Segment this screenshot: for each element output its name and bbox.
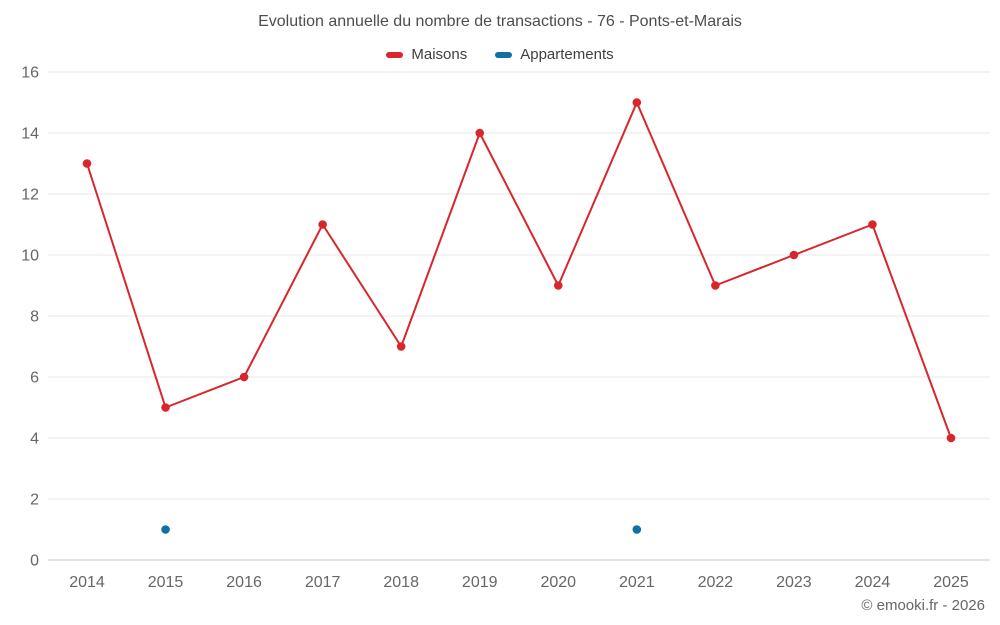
- y-tick-label: 12: [21, 187, 39, 204]
- data-point-appartements[interactable]: [161, 525, 170, 534]
- x-tick-label: 2021: [619, 574, 655, 591]
- legend-item-appartements[interactable]: Appartements: [495, 46, 614, 63]
- data-point-maisons[interactable]: [475, 128, 485, 138]
- x-tick-label: 2020: [540, 574, 576, 591]
- data-point-maisons[interactable]: [711, 281, 720, 290]
- data-point-maisons[interactable]: [632, 98, 642, 107]
- data-point-maisons[interactable]: [396, 342, 406, 351]
- data-point-maisons[interactable]: [946, 433, 956, 443]
- data-point-maisons[interactable]: [789, 250, 799, 260]
- data-point-maisons[interactable]: [553, 281, 563, 290]
- y-tick-label: 2: [30, 492, 39, 509]
- x-tick-label: 2015: [148, 574, 184, 591]
- y-tick-label: 6: [30, 370, 39, 387]
- data-point-maisons[interactable]: [239, 372, 249, 382]
- x-tick-label: 2019: [462, 574, 498, 591]
- x-tick-label: 2017: [305, 574, 341, 591]
- series-line-maisons: [86, 101, 952, 439]
- legend-item-maisons[interactable]: Maisons: [386, 46, 467, 63]
- y-tick-label: 4: [30, 431, 39, 448]
- y-tick-label: 14: [21, 126, 39, 143]
- x-tick-label: 2024: [855, 574, 891, 591]
- chart-title: Evolution annuelle du nombre de transact…: [258, 13, 742, 30]
- y-tick-label: 8: [30, 309, 39, 326]
- x-tick-label: 2018: [383, 574, 419, 591]
- legend-label: Appartements: [520, 46, 614, 63]
- y-tick-label: 10: [21, 248, 39, 265]
- data-point-appartements[interactable]: [632, 525, 642, 534]
- x-tick-label: 2014: [69, 574, 105, 591]
- legend-swatch-appartements: [495, 51, 513, 58]
- x-tick-label: 2022: [698, 574, 734, 591]
- x-tick-label: 2025: [933, 574, 969, 591]
- data-point-maisons[interactable]: [82, 159, 92, 168]
- legend-swatch-maisons: [386, 51, 404, 58]
- x-tick-label: 2016: [226, 574, 262, 591]
- y-tick-label: 16: [21, 65, 39, 82]
- legend-label: Maisons: [411, 46, 468, 63]
- x-tick-label: 2023: [776, 574, 812, 591]
- data-point-maisons[interactable]: [868, 220, 877, 229]
- data-point-maisons[interactable]: [161, 403, 170, 412]
- chart-legend: Maisons Appartements: [0, 46, 1000, 63]
- copyright-footer: © emooki.fr - 2026: [861, 597, 985, 614]
- data-point-maisons[interactable]: [318, 220, 327, 229]
- y-tick-label: 0: [30, 553, 39, 570]
